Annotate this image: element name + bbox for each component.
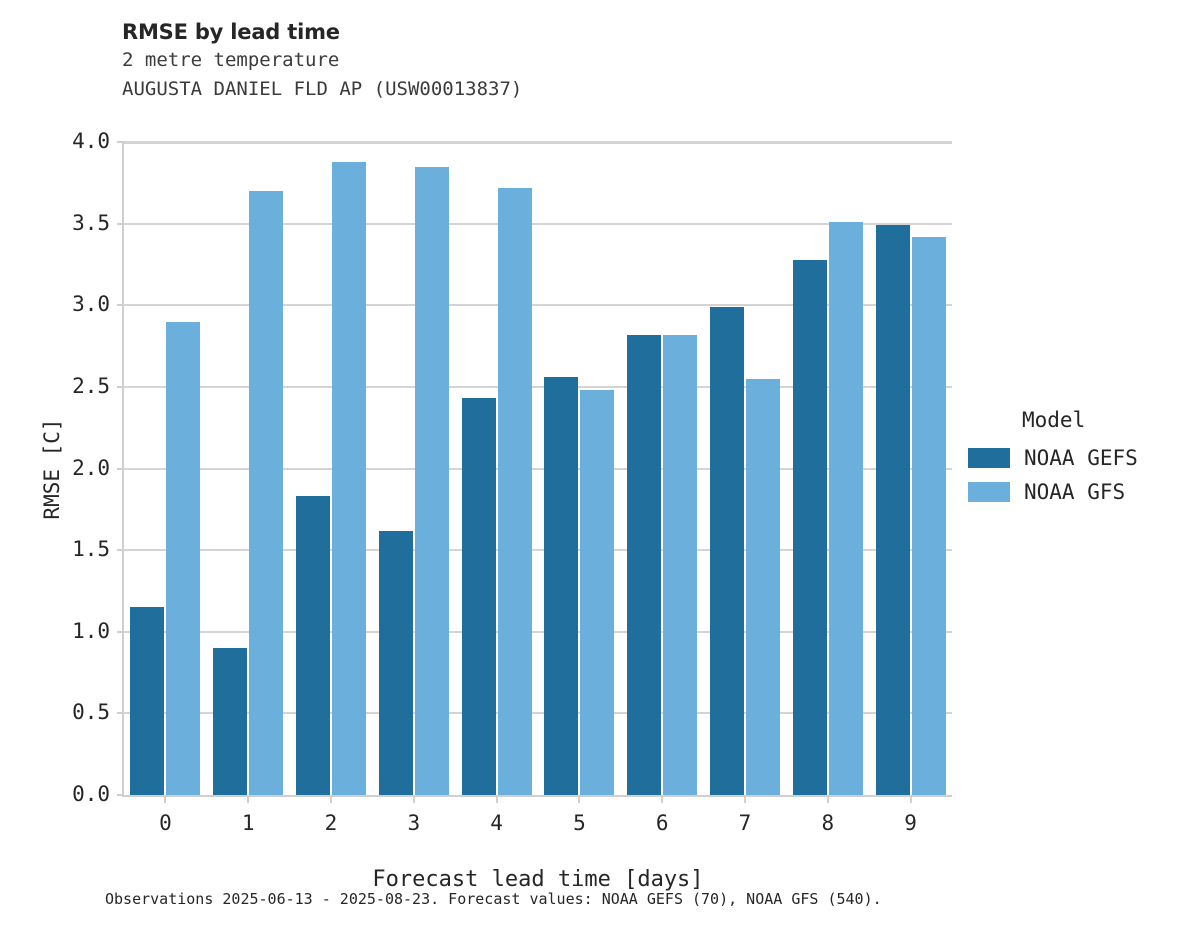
bar-group xyxy=(213,142,284,795)
legend-item-label: NOAA GEFS xyxy=(1024,446,1138,470)
bar-group xyxy=(461,142,532,795)
x-tick-mark xyxy=(495,796,498,803)
y-tick-label: 1.5 xyxy=(72,537,110,562)
y-tick-label: 2.5 xyxy=(72,373,110,398)
y-tick-mark xyxy=(117,630,124,633)
footer-note: Observations 2025-06-13 - 2025-08-23. Fo… xyxy=(105,890,882,908)
x-tick-label: 5 xyxy=(573,811,586,835)
bar-group xyxy=(710,142,780,795)
y-gridline xyxy=(124,549,952,552)
x-tick-mark xyxy=(744,796,746,803)
legend-item[interactable]: NOAA GEFS xyxy=(968,446,1138,470)
bar-group xyxy=(627,142,698,795)
x-tick-label: 9 xyxy=(904,811,917,835)
legend: Model NOAA GEFS NOAA GFS xyxy=(968,408,1138,514)
y-tick-mark xyxy=(117,385,124,388)
bar[interactable] xyxy=(296,496,330,795)
y-tick-mark xyxy=(117,304,124,307)
bar-group xyxy=(792,142,863,795)
y-gridline xyxy=(124,222,952,225)
y-tick-label: 1.0 xyxy=(72,618,110,643)
plot-area: RMSE [C] Forecast lead time [days] 0.0 0.… xyxy=(40,129,952,892)
x-tick-label: 8 xyxy=(821,811,835,835)
legend-swatch-icon xyxy=(968,482,1010,502)
x-tick-label: 2 xyxy=(324,811,338,835)
bar[interactable] xyxy=(710,306,744,795)
x-tick-mark xyxy=(412,796,415,803)
bar[interactable] xyxy=(130,607,165,795)
x-tick-mark xyxy=(578,796,581,803)
bar-group xyxy=(296,142,366,795)
x-tick-label: 4 xyxy=(490,811,503,835)
bar[interactable] xyxy=(378,530,413,795)
y-tick-mark xyxy=(117,794,124,796)
bar[interactable] xyxy=(911,236,946,795)
bar[interactable] xyxy=(249,190,284,795)
x-tick-label: 6 xyxy=(655,811,669,835)
y-tick-mark xyxy=(117,549,124,552)
y-tick-label: 0.0 xyxy=(72,782,110,806)
x-tick-label: 1 xyxy=(241,811,255,835)
x-tick-mark xyxy=(164,796,167,803)
bar[interactable] xyxy=(544,377,579,795)
chart-subtitle-variable: 2 metre temperature xyxy=(122,49,340,71)
bar[interactable] xyxy=(875,225,910,795)
legend-swatch-icon xyxy=(968,448,1010,468)
bar[interactable] xyxy=(792,259,827,795)
title-block: RMSE by lead time 2 metre temperature AU… xyxy=(122,18,522,104)
bar[interactable] xyxy=(166,321,201,795)
y-gridline xyxy=(124,630,952,633)
y-tick-mark xyxy=(117,467,124,470)
bar[interactable] xyxy=(746,378,780,795)
legend-item-label: NOAA GFS xyxy=(1024,480,1126,504)
y-tick-mark xyxy=(117,141,124,143)
bar-group xyxy=(544,142,615,795)
bar-group xyxy=(378,142,449,795)
x-axis-label: Forecast lead time [days] xyxy=(372,867,704,892)
y-tick-label: 3.0 xyxy=(72,292,110,317)
x-tick-mark xyxy=(909,796,912,803)
legend-title: Model xyxy=(1022,408,1086,432)
y-gridline xyxy=(124,467,952,470)
bar[interactable] xyxy=(663,334,698,795)
y-gridline xyxy=(124,712,952,715)
page-title: RMSE by lead time xyxy=(122,20,340,44)
legend-entries: NOAA GEFS NOAA GFS xyxy=(968,446,1138,504)
bar[interactable] xyxy=(213,648,248,795)
x-tick-label: 0 xyxy=(159,811,172,835)
y-gridline xyxy=(124,385,952,388)
bar[interactable] xyxy=(828,222,863,795)
y-gridline xyxy=(124,141,952,143)
x-tick-mark xyxy=(330,796,332,803)
x-tick-mark xyxy=(661,796,664,803)
bar-group xyxy=(875,142,946,795)
bar[interactable] xyxy=(627,334,662,795)
bar[interactable] xyxy=(580,390,615,795)
y-tick-label: 2.0 xyxy=(72,455,110,480)
y-tick-mark xyxy=(117,712,124,715)
y-tick-label: 4.0 xyxy=(72,129,110,153)
y-tick-label: 0.5 xyxy=(72,700,110,725)
legend-item[interactable]: NOAA GFS xyxy=(968,480,1138,504)
bar[interactable] xyxy=(414,166,449,795)
y-tick-mark xyxy=(117,222,124,225)
chart-subtitle-station: AUGUSTA DANIEL FLD AP (USW00013837) xyxy=(122,78,523,100)
bar[interactable] xyxy=(332,161,366,795)
bar[interactable] xyxy=(461,398,496,795)
x-tick-mark xyxy=(826,796,829,803)
plot-top-rule xyxy=(124,142,952,144)
x-tick-mark xyxy=(247,796,250,803)
bar-group xyxy=(130,142,201,795)
y-gridline xyxy=(124,304,952,307)
x-tick-label: 3 xyxy=(407,811,421,835)
x-tick-label: 7 xyxy=(738,811,752,835)
y-tick-label: 3.5 xyxy=(72,210,110,235)
bar[interactable] xyxy=(497,187,532,795)
